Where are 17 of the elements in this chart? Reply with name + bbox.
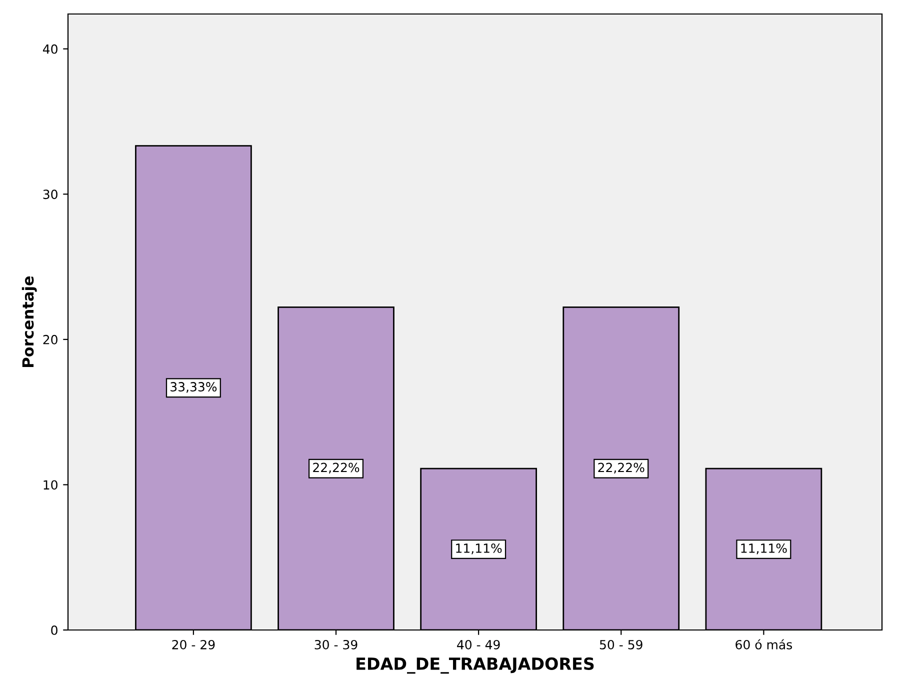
x-tick-label: 40 - 49	[457, 640, 500, 650]
y-tick-label: 20	[43, 334, 58, 344]
x-tick-label: 20 - 29	[172, 640, 215, 650]
x-axis-title: EDAD_DE_TRABAJADORES	[356, 657, 594, 674]
y-axis-title: Porcentaje	[22, 276, 37, 367]
data-label: 22,22%	[313, 462, 360, 474]
y-tick-label: 0	[51, 625, 58, 635]
y-tick-label: 30	[43, 190, 58, 200]
x-tick-label: 60 ó más	[736, 639, 792, 650]
y-tick-label: 40	[42, 44, 58, 54]
x-tick-label: 50 - 59	[600, 640, 642, 650]
y-tick-label: 10	[44, 480, 58, 490]
data-label: 33,33%	[170, 382, 217, 393]
data-label: 22,22%	[598, 462, 644, 474]
data-label: 11,11%	[456, 543, 502, 554]
data-label: 11,11%	[741, 543, 787, 554]
x-tick-label: 30 - 39	[314, 640, 358, 650]
